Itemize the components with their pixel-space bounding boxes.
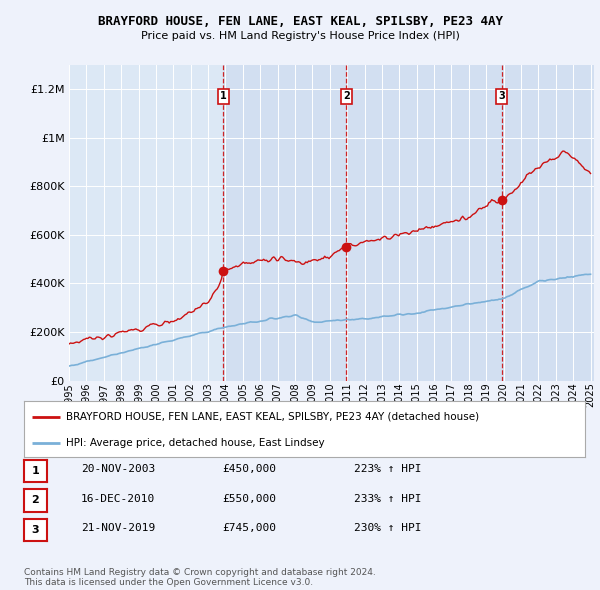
- Text: 233% ↑ HPI: 233% ↑ HPI: [354, 494, 421, 503]
- Text: 230% ↑ HPI: 230% ↑ HPI: [354, 523, 421, 533]
- Text: 1: 1: [32, 466, 39, 476]
- Text: £550,000: £550,000: [222, 494, 276, 503]
- Text: Contains HM Land Registry data © Crown copyright and database right 2024.
This d: Contains HM Land Registry data © Crown c…: [24, 568, 376, 587]
- Text: 2: 2: [343, 91, 350, 101]
- Text: BRAYFORD HOUSE, FEN LANE, EAST KEAL, SPILSBY, PE23 4AY (detached house): BRAYFORD HOUSE, FEN LANE, EAST KEAL, SPI…: [66, 412, 479, 422]
- Text: 16-DEC-2010: 16-DEC-2010: [81, 494, 155, 503]
- Text: 21-NOV-2019: 21-NOV-2019: [81, 523, 155, 533]
- Text: 20-NOV-2003: 20-NOV-2003: [81, 464, 155, 474]
- Text: £745,000: £745,000: [222, 523, 276, 533]
- Text: 3: 3: [498, 91, 505, 101]
- Bar: [346, 65, 502, 381]
- Bar: [502, 65, 594, 381]
- Text: 1: 1: [220, 91, 227, 101]
- Text: HPI: Average price, detached house, East Lindsey: HPI: Average price, detached house, East…: [66, 438, 325, 448]
- Text: 2: 2: [32, 496, 39, 505]
- Bar: [223, 65, 346, 381]
- Text: 223% ↑ HPI: 223% ↑ HPI: [354, 464, 421, 474]
- Text: BRAYFORD HOUSE, FEN LANE, EAST KEAL, SPILSBY, PE23 4AY: BRAYFORD HOUSE, FEN LANE, EAST KEAL, SPI…: [97, 15, 503, 28]
- Text: £450,000: £450,000: [222, 464, 276, 474]
- Text: Price paid vs. HM Land Registry's House Price Index (HPI): Price paid vs. HM Land Registry's House …: [140, 31, 460, 41]
- Text: 3: 3: [32, 525, 39, 535]
